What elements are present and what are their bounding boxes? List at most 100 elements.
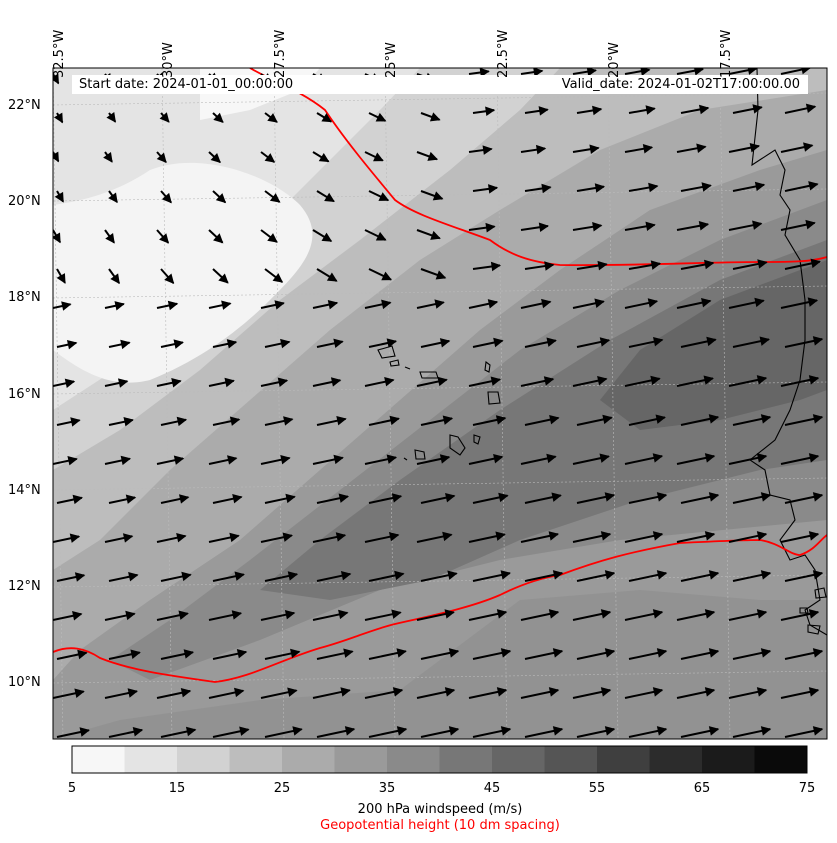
wind-arrow-head	[333, 454, 344, 465]
wind-arrow-head	[128, 572, 139, 582]
wind-arrow-head	[432, 191, 444, 201]
lat-label-20n: 20°N	[8, 194, 41, 209]
windspeed-band-50	[600, 260, 827, 430]
colorbar-swatch	[229, 746, 283, 773]
wind-arrow-head	[490, 261, 502, 272]
wind-arrow-head	[229, 416, 241, 426]
lat-label-18n: 18°N	[8, 290, 41, 305]
wind-arrow-head	[233, 687, 245, 698]
wind-arrow-head	[541, 298, 552, 309]
wind-arrow-head	[493, 337, 504, 348]
wind-arrow-head	[698, 221, 710, 231]
wind-arrow-head	[496, 609, 508, 619]
wind-arrow-head	[760, 492, 772, 502]
wind-arrow-head	[267, 233, 278, 243]
wind-arrow-head	[808, 375, 820, 385]
graticule-parallel	[53, 381, 827, 395]
wind-arrow-head	[656, 570, 668, 580]
wind-arrow-head	[548, 687, 560, 697]
wind-arrow-head	[801, 68, 811, 75]
wind-arrow-head	[340, 687, 351, 697]
lon-label-30w: 30°W	[161, 42, 176, 78]
wind-arrow-head	[231, 610, 243, 620]
wind-arrow-head	[375, 231, 387, 241]
wind-arrow-head	[803, 142, 814, 152]
wind-arrow-head	[386, 338, 398, 348]
wind-arrow-head	[546, 453, 557, 464]
wind-arrow-head	[487, 299, 499, 309]
wind-arrow-head	[551, 492, 562, 502]
wind-arrow-head	[277, 377, 289, 387]
wind-arrow-head	[53, 112, 63, 124]
colorbar-swatch	[334, 746, 388, 773]
wind-arrow-head	[74, 688, 85, 698]
wind-arrow-head	[373, 152, 384, 162]
wind-arrow-head	[439, 338, 451, 348]
colorbar-sublabel: Geopotential height (10 dm spacing)	[320, 818, 560, 833]
wind-arrow-head	[704, 531, 716, 541]
wind-arrow-head	[656, 726, 668, 736]
colorbar-swatch	[439, 746, 493, 773]
wind-arrow-head	[756, 375, 768, 385]
lon-label-25w: 25°W	[384, 42, 399, 78]
wind-arrow-head	[215, 193, 227, 204]
wind-arrow-head	[72, 611, 83, 621]
lon-label-27-5w: 27.5°W	[273, 29, 288, 78]
wind-arrow-head	[754, 181, 766, 192]
wind-arrow-head	[72, 494, 83, 505]
wind-arrow-head	[701, 182, 712, 192]
wind-arrow-head	[704, 687, 716, 697]
wind-arrow-head	[226, 339, 238, 349]
wind-arrow-head	[181, 571, 192, 582]
wind-arrow-head	[389, 415, 400, 426]
colorbar	[71, 745, 808, 774]
wind-arrow-head	[122, 533, 134, 543]
wind-arrow-head	[156, 152, 167, 164]
wind-arrow-head	[546, 337, 557, 347]
wind-arrow-head	[652, 609, 664, 619]
wind-arrow-head	[756, 531, 768, 541]
wind-arrow-head	[391, 493, 403, 503]
colorbar-tick-35: 35	[378, 781, 396, 796]
wind-arrow-head	[749, 142, 761, 153]
wind-arrow-head	[108, 192, 118, 204]
wind-arrow-head	[812, 726, 824, 736]
wind-arrow-head	[178, 610, 189, 620]
colorbar-swatch	[597, 746, 650, 773]
wind-arrow-head	[427, 151, 439, 161]
wind-arrow-head	[600, 531, 612, 541]
wind-arrow-head	[388, 531, 400, 542]
lat-label-16n: 16°N	[8, 387, 41, 402]
wind-arrow-head	[338, 493, 350, 503]
wind-arrow-head	[106, 112, 116, 123]
wind-arrow-head	[604, 570, 616, 580]
wind-arrow-head	[704, 259, 715, 270]
colorbar-tick-55: 55	[588, 781, 606, 796]
wind-arrow-head	[756, 609, 768, 619]
wind-arrow-head	[495, 531, 506, 541]
wind-arrow-head	[812, 492, 824, 502]
wind-arrow-head	[396, 726, 408, 736]
wind-arrow-head	[708, 414, 720, 424]
wind-arrow-head	[752, 220, 763, 230]
wind-arrow-head	[381, 299, 392, 310]
wind-arrow-head	[378, 192, 390, 201]
wind-arrow-head	[167, 300, 179, 311]
wind-arrow-head	[599, 453, 610, 463]
wind-arrow-head	[439, 454, 451, 464]
wind-arrow-head	[708, 726, 720, 736]
wind-arrow-head	[164, 273, 175, 284]
wind-arrow-head	[287, 571, 299, 581]
wind-arrow-head	[706, 336, 717, 347]
wind-arrow-head	[53, 73, 59, 85]
wind-arrow-head	[118, 378, 129, 388]
colorbar-swatch	[754, 746, 808, 773]
wind-arrow-head	[330, 377, 342, 387]
wind-arrow-head	[434, 299, 445, 309]
wind-arrow-head	[445, 492, 456, 503]
wind-arrow-head	[447, 570, 458, 580]
wind-arrow-head	[597, 260, 608, 271]
colorbar-swatch	[702, 746, 755, 773]
lat-label-10n: 10°N	[8, 675, 41, 690]
